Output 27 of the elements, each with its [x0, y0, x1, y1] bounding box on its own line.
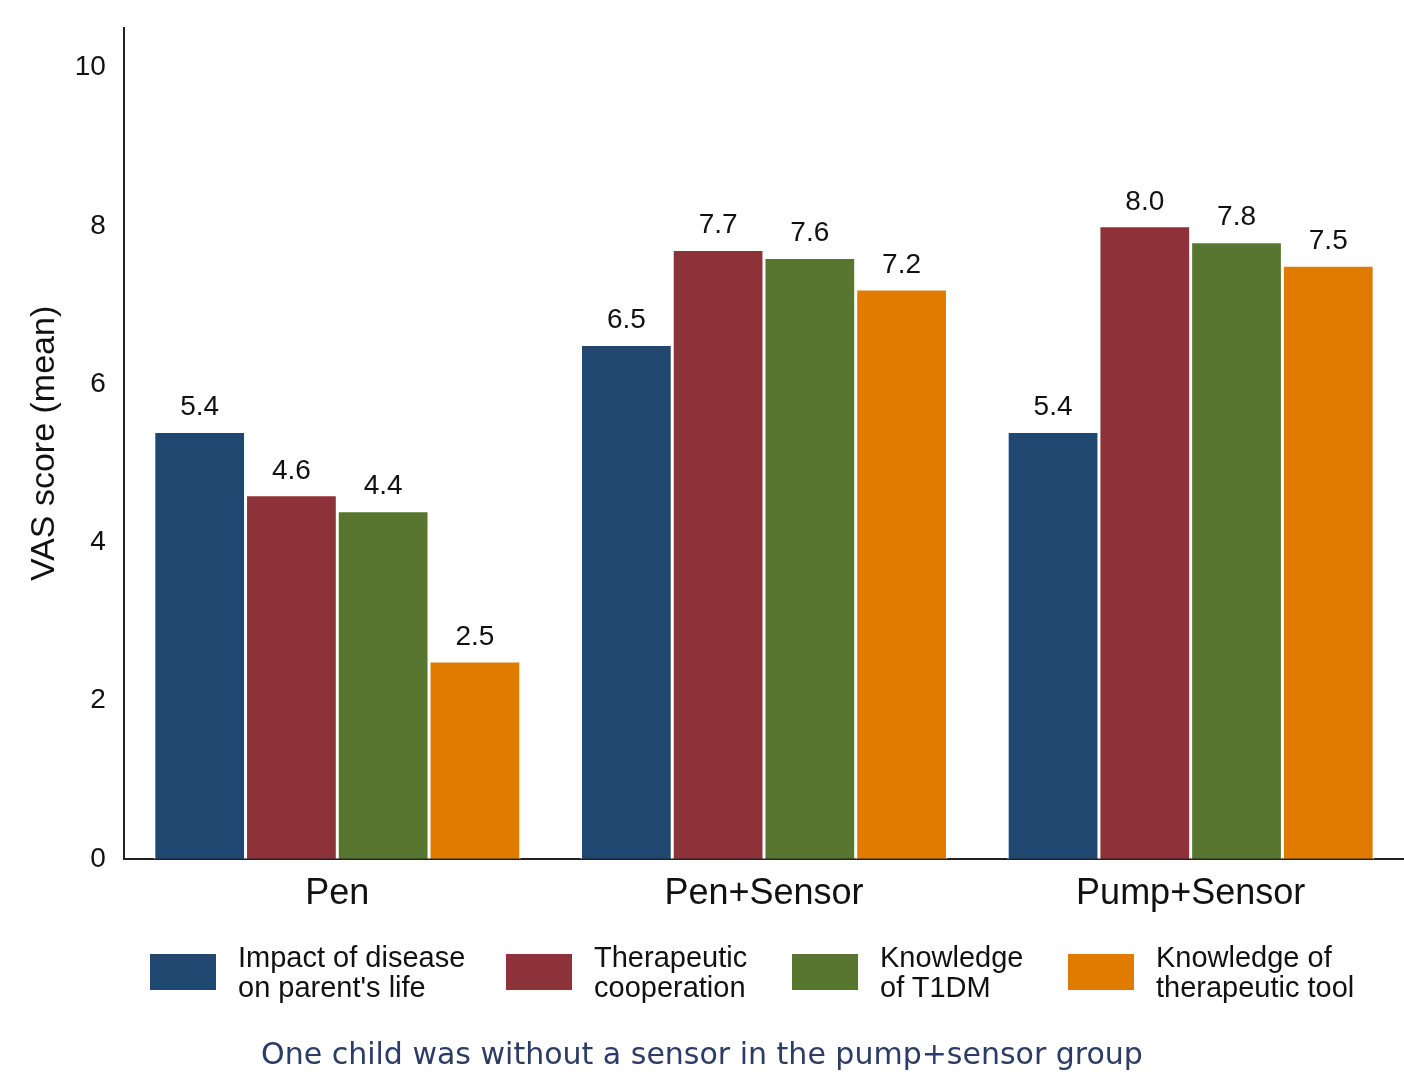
y-tick-label: 6	[90, 366, 106, 398]
x-tick-label: Pump+Sensor	[1076, 871, 1306, 913]
y-tick-label: 10	[74, 50, 106, 82]
data-label: 7.6	[790, 216, 830, 248]
legend-label: Impact of disease on parent's life	[238, 941, 467, 1003]
data-label: 7.7	[698, 208, 738, 240]
data-label: 5.4	[180, 390, 220, 422]
legend-label: Knowledge of T1DM	[880, 941, 1025, 1003]
legend-label: Knowledge of therapeutic tool	[1156, 941, 1356, 1003]
data-label: 6.5	[606, 303, 646, 335]
data-label: 2.5	[455, 619, 495, 651]
y-tick-label: 8	[90, 208, 106, 240]
data-label: 7.8	[1217, 200, 1256, 232]
data-label: 5.4	[1033, 390, 1073, 422]
data-label: 4.6	[271, 453, 311, 485]
data-label: 7.2	[882, 247, 922, 279]
data-label: 7.5	[1308, 224, 1348, 256]
data-label: 8.0	[1125, 184, 1165, 216]
y-tick-label: 0	[90, 841, 106, 873]
text: One child was without a sensor in the pump+sensor group	[260, 1036, 1144, 1071]
y-tick-label: 2	[90, 683, 106, 715]
y-tick-label: 4	[90, 525, 106, 557]
x-tick-label: Pen+Sensor	[664, 871, 864, 913]
legend-label: Therapeutic cooperation	[594, 941, 749, 1003]
y-axis-title: VAS score (mean)	[22, 305, 61, 582]
data-label: 4.4	[363, 469, 403, 501]
x-tick-label: Pen	[305, 871, 370, 913]
